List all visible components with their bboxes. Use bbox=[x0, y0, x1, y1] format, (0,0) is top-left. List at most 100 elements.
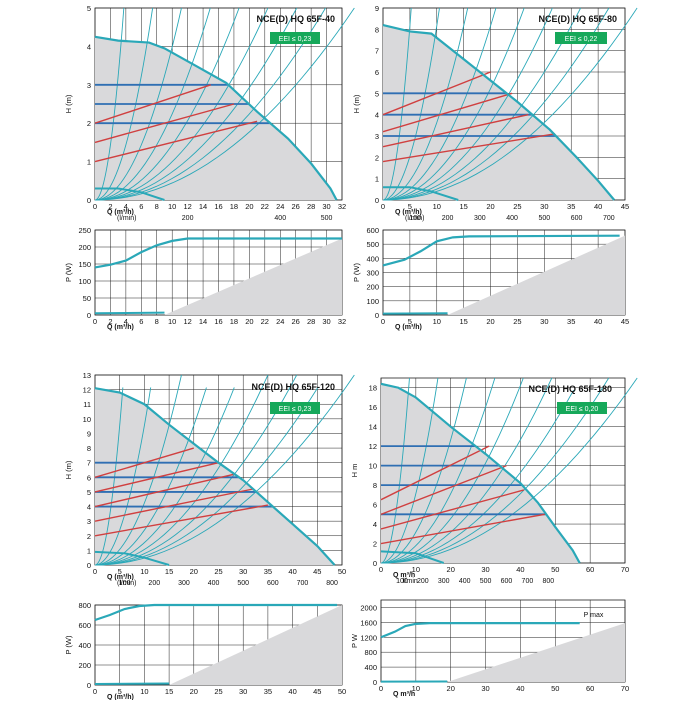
y-tick-label: 8 bbox=[87, 444, 91, 453]
x-tick-label: 24 bbox=[276, 202, 284, 211]
min-power-curve bbox=[95, 684, 169, 685]
x-tick-label: 32 bbox=[338, 202, 346, 211]
y-tick-label: 7 bbox=[87, 459, 91, 468]
x-tick-label: 40 bbox=[288, 687, 296, 696]
x-tick-label: 0 bbox=[93, 687, 97, 696]
x-tick-label: 45 bbox=[621, 317, 629, 326]
x-tick-label: 0 bbox=[93, 567, 97, 576]
y-axis-label: H (m) bbox=[64, 460, 73, 479]
x-tick-label: 10 bbox=[140, 567, 148, 576]
x-tick-label: 18 bbox=[230, 202, 238, 211]
y-axis-label: H (m) bbox=[64, 94, 73, 113]
x-tick-label: 70 bbox=[621, 684, 629, 693]
x-tick-label: 50 bbox=[338, 567, 346, 576]
x2-tick-label: 300 bbox=[474, 215, 486, 222]
x-tick-label: 8 bbox=[155, 202, 159, 211]
x-tick-label: 14 bbox=[199, 202, 207, 211]
y-tick-label: 4 bbox=[87, 42, 91, 51]
y-tick-label: 3 bbox=[87, 517, 91, 526]
x2-tick-label: 400 bbox=[208, 580, 220, 587]
x-axis-label: Q m³/h bbox=[393, 691, 415, 698]
y-axis-label: P (W) bbox=[64, 262, 73, 282]
operating-area bbox=[95, 37, 337, 200]
y-tick-label: 12 bbox=[83, 386, 91, 395]
y-tick-label: 9 bbox=[87, 429, 91, 438]
y-tick-label: 0 bbox=[87, 561, 91, 570]
x-tick-label: 60 bbox=[586, 565, 594, 574]
y-tick-label: 1 bbox=[87, 158, 91, 167]
x-tick-label: 45 bbox=[313, 687, 321, 696]
x2-tick-label: 400 bbox=[459, 578, 471, 585]
x-tick-label: 35 bbox=[567, 317, 575, 326]
x-tick-label: 25 bbox=[214, 567, 222, 576]
x-tick-label: 40 bbox=[594, 202, 602, 211]
x-tick-label: 20 bbox=[190, 567, 198, 576]
x-tick-label: 50 bbox=[551, 565, 559, 574]
max-power-curve bbox=[381, 623, 580, 637]
x-tick-label: 30 bbox=[239, 567, 247, 576]
y-tick-label: 200 bbox=[78, 661, 91, 670]
x-tick-label: 30 bbox=[481, 565, 489, 574]
y-axis-label: H (m) bbox=[352, 94, 361, 113]
y-tick-label: 18 bbox=[369, 384, 377, 393]
y-tick-label: 0 bbox=[373, 678, 377, 687]
y-tick-label: 50 bbox=[83, 294, 91, 303]
x2-tick-label: 200 bbox=[182, 215, 194, 222]
x2-tick-label: 600 bbox=[267, 580, 279, 587]
y-tick-label: 6 bbox=[87, 473, 91, 482]
y-tick-label: 1200 bbox=[360, 633, 377, 642]
power-area bbox=[448, 236, 625, 315]
x-tick-label: 60 bbox=[586, 684, 594, 693]
x2-tick-label: 500 bbox=[237, 580, 249, 587]
y-tick-label: 400 bbox=[366, 254, 379, 263]
y-tick-label: 3 bbox=[87, 81, 91, 90]
y-tick-label: 13 bbox=[83, 371, 91, 380]
y-tick-label: 100 bbox=[366, 297, 379, 306]
x-tick-label: 6 bbox=[139, 317, 143, 326]
x-tick-label: 0 bbox=[93, 317, 97, 326]
eei-label: EEI ≤ 0,20 bbox=[566, 406, 599, 413]
y-tick-label: 0 bbox=[87, 681, 91, 690]
chart-title: NCE(D) HQ 65F-40 bbox=[256, 14, 335, 24]
x-tick-label: 18 bbox=[230, 317, 238, 326]
x2-tick-label: 700 bbox=[297, 580, 309, 587]
x2-tick-label: 500 bbox=[538, 215, 550, 222]
x2-tick-label: 400 bbox=[506, 215, 518, 222]
power-area bbox=[164, 239, 342, 316]
x2-tick-label: 500 bbox=[480, 578, 492, 585]
y-axis-label: H m bbox=[350, 464, 359, 478]
chart-title: NCE(D) HQ 65F-120 bbox=[251, 382, 335, 392]
y-tick-label: 10 bbox=[369, 462, 377, 471]
x-tick-label: 40 bbox=[288, 567, 296, 576]
y-tick-label: 400 bbox=[78, 641, 91, 650]
pmax-label: P max bbox=[584, 612, 604, 619]
y-tick-label: 7 bbox=[375, 47, 379, 56]
x2-tick-label: 800 bbox=[326, 580, 338, 587]
eei-label: EEI ≤ 0,23 bbox=[279, 406, 312, 413]
x-tick-label: 20 bbox=[486, 202, 494, 211]
x-tick-label: 40 bbox=[516, 565, 524, 574]
x-tick-label: 20 bbox=[447, 684, 455, 693]
x-tick-label: 16 bbox=[214, 202, 222, 211]
x-tick-label: 30 bbox=[322, 317, 330, 326]
x-tick-label: 50 bbox=[338, 687, 346, 696]
x-tick-label: 45 bbox=[313, 567, 321, 576]
x-axis-label: Q (m³/h) bbox=[395, 324, 422, 331]
x2-tick-label: 200 bbox=[148, 580, 160, 587]
x-tick-label: 20 bbox=[190, 687, 198, 696]
x2-tick-label: 600 bbox=[501, 578, 513, 585]
y-tick-label: 2000 bbox=[360, 603, 377, 612]
x-tick-label: 30 bbox=[322, 202, 330, 211]
x-tick-label: 35 bbox=[567, 202, 575, 211]
y-tick-label: 500 bbox=[366, 240, 379, 249]
x-tick-label: 15 bbox=[165, 567, 173, 576]
y-axis-label: P (W) bbox=[352, 262, 361, 282]
x2-tick-label: 100 bbox=[119, 580, 131, 587]
x-tick-label: 30 bbox=[481, 684, 489, 693]
y-tick-label: 3 bbox=[375, 132, 379, 141]
y-tick-label: 8 bbox=[373, 481, 377, 490]
y-tick-label: 11 bbox=[83, 400, 91, 409]
x-tick-label: 0 bbox=[379, 565, 383, 574]
